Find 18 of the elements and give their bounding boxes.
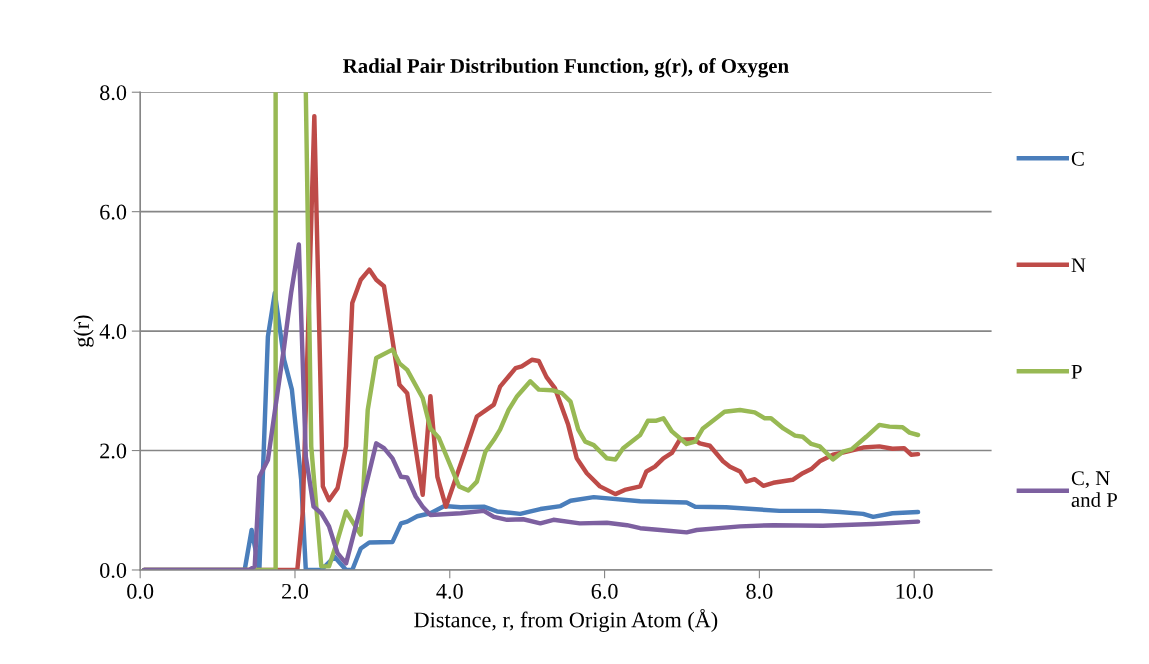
y-tick-label: 2.0 bbox=[100, 443, 127, 459]
x-tick-label: 10.0 bbox=[896, 583, 933, 599]
x-tick-label: 6.0 bbox=[591, 583, 618, 599]
x-tick-label: 4.0 bbox=[436, 583, 463, 599]
y-tick-label: 6.0 bbox=[100, 204, 127, 220]
legend-label: P bbox=[1071, 364, 1082, 379]
legend-label: N bbox=[1071, 258, 1086, 273]
x-tick-label: 0.0 bbox=[127, 583, 154, 599]
legend-label: C bbox=[1071, 151, 1084, 166]
x-tick-label: 2.0 bbox=[282, 583, 309, 599]
y-axis-title: g(r) bbox=[73, 315, 94, 347]
y-tick-label: 0.0 bbox=[100, 562, 127, 578]
y-tick-label: 8.0 bbox=[100, 85, 127, 101]
chart-title: Radial Pair Distribution Function, g(r), of Oxygen bbox=[343, 58, 789, 78]
x-tick-label: 8.0 bbox=[746, 583, 773, 599]
y-tick-label: 4.0 bbox=[99, 324, 127, 340]
x-axis-title: Distance, r, from Origin Atom (Å) bbox=[414, 608, 718, 632]
legend-label: C, N and P bbox=[1071, 471, 1117, 507]
